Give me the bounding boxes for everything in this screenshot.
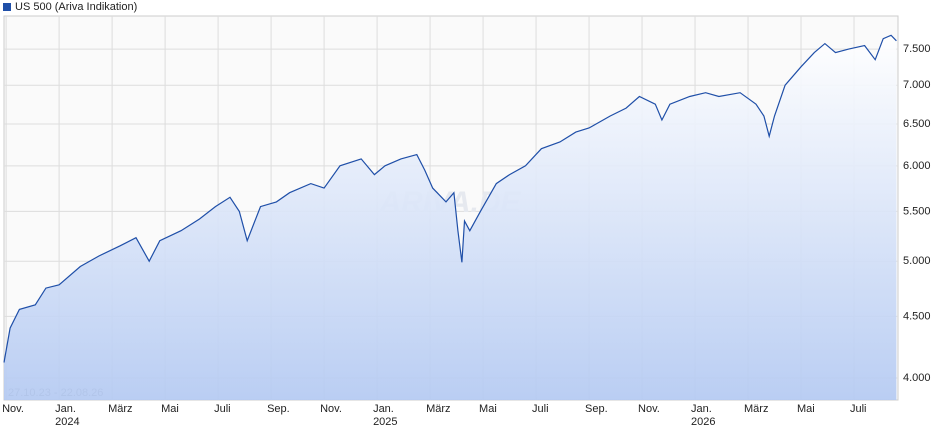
- x-tick-label: Jan. 2026: [691, 403, 716, 428]
- x-tick-label: Sep.: [585, 403, 608, 415]
- y-tick-label: 7.000: [903, 79, 931, 91]
- area-fill: [4, 35, 897, 401]
- x-tick-label: Mai: [161, 403, 179, 415]
- x-tick-label: Nov.: [320, 403, 342, 415]
- y-tick-label: 5.000: [903, 255, 931, 267]
- x-tick-label: Sep.: [267, 403, 290, 415]
- x-tick-label: Juli: [214, 403, 231, 415]
- y-tick-label: 4.000: [903, 372, 931, 384]
- x-tick-label: Juli: [850, 403, 867, 415]
- legend-swatch: [3, 3, 11, 11]
- legend-label: US 500 (Ariva Indikation): [15, 1, 137, 13]
- y-tick-label: 5.500: [903, 205, 931, 217]
- y-tick-label: 6.500: [903, 118, 931, 130]
- y-tick-label: 7.500: [903, 43, 931, 55]
- x-tick-label: Juli: [532, 403, 549, 415]
- y-tick-label: 6.000: [903, 160, 931, 172]
- x-tick-label: Jan. 2024: [55, 403, 80, 428]
- x-tick-label: Mai: [797, 403, 815, 415]
- y-tick-label: 4.500: [903, 310, 931, 322]
- x-tick-label: März: [744, 403, 769, 415]
- x-tick-label: März: [108, 403, 133, 415]
- x-tick-label: Nov.: [638, 403, 660, 415]
- x-tick-label: Jan. 2025: [373, 403, 398, 428]
- x-tick-label: März: [426, 403, 451, 415]
- x-tick-label: Mai: [479, 403, 497, 415]
- x-tick-label: Nov.: [2, 403, 24, 415]
- price-line: [3, 34, 897, 363]
